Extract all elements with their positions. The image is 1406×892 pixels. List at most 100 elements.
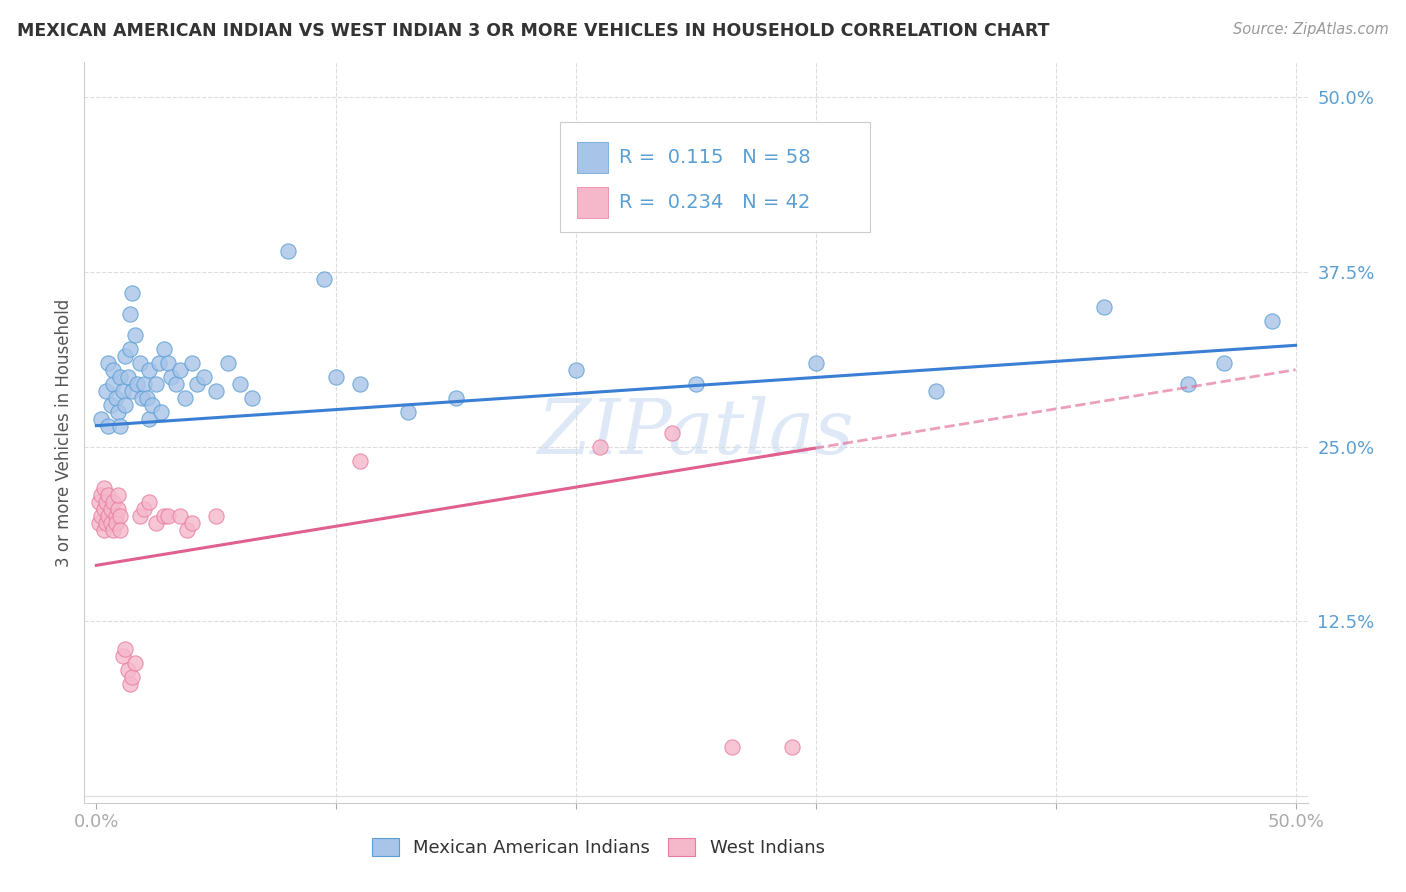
Text: R =  0.115   N = 58: R = 0.115 N = 58 <box>619 148 810 167</box>
Point <box>101 524 124 538</box>
Legend: Mexican American Indians, West Indians: Mexican American Indians, West Indians <box>364 830 832 864</box>
Point <box>121 384 143 398</box>
Point <box>157 509 180 524</box>
Point <box>685 376 707 391</box>
Point <box>804 356 827 370</box>
Point <box>90 509 112 524</box>
Point <box>169 509 191 524</box>
Point <box>661 425 683 440</box>
Point <box>229 376 252 391</box>
Point <box>110 524 132 538</box>
Point <box>148 356 170 370</box>
Point <box>93 482 115 496</box>
Y-axis label: 3 or more Vehicles in Household: 3 or more Vehicles in Household <box>55 299 73 566</box>
Point <box>1260 314 1282 328</box>
Point <box>93 502 115 516</box>
Point <box>124 656 146 670</box>
Point <box>118 307 141 321</box>
Text: R =  0.234   N = 42: R = 0.234 N = 42 <box>619 193 810 211</box>
Point <box>138 495 160 509</box>
Point <box>152 509 174 524</box>
Point <box>314 272 336 286</box>
Point <box>128 509 150 524</box>
Point <box>101 495 124 509</box>
Point <box>444 391 467 405</box>
Point <box>104 509 127 524</box>
Point <box>127 376 149 391</box>
Point <box>110 509 132 524</box>
Point <box>181 516 204 531</box>
Point <box>169 363 191 377</box>
Point <box>118 677 141 691</box>
Point <box>721 739 744 754</box>
Point <box>121 285 143 300</box>
Text: MEXICAN AMERICAN INDIAN VS WEST INDIAN 3 OR MORE VEHICLES IN HOUSEHOLD CORRELATI: MEXICAN AMERICAN INDIAN VS WEST INDIAN 3… <box>17 22 1049 40</box>
Point <box>589 440 612 454</box>
Point <box>94 516 117 531</box>
Point <box>138 363 160 377</box>
Point <box>138 411 160 425</box>
Point <box>107 405 129 419</box>
Point <box>107 488 129 502</box>
Point <box>131 391 153 405</box>
Point <box>193 369 215 384</box>
Point <box>141 398 163 412</box>
Point <box>205 509 228 524</box>
Text: Source: ZipAtlas.com: Source: ZipAtlas.com <box>1233 22 1389 37</box>
Point <box>134 376 156 391</box>
Point <box>217 356 239 370</box>
Point <box>145 516 167 531</box>
Point <box>165 376 187 391</box>
Point <box>101 376 124 391</box>
Point <box>176 524 198 538</box>
Point <box>93 524 115 538</box>
Point <box>925 384 948 398</box>
Point <box>205 384 228 398</box>
Point <box>94 384 117 398</box>
Point <box>134 502 156 516</box>
Point <box>150 405 173 419</box>
Point <box>110 418 132 433</box>
Point <box>277 244 299 258</box>
Point <box>181 356 204 370</box>
Point <box>90 488 112 502</box>
Point <box>565 363 588 377</box>
Point <box>87 516 110 531</box>
Point <box>124 327 146 342</box>
Point <box>94 495 117 509</box>
Point <box>159 369 181 384</box>
Point <box>117 663 139 677</box>
Point <box>135 391 157 405</box>
Point <box>104 516 127 531</box>
Point <box>349 376 371 391</box>
Point <box>174 391 197 405</box>
Point <box>100 516 122 531</box>
Point <box>349 453 371 467</box>
Point <box>325 369 347 384</box>
Point <box>114 349 136 363</box>
Point <box>128 356 150 370</box>
Point <box>118 342 141 356</box>
Point <box>114 642 136 657</box>
Point <box>111 384 134 398</box>
Point <box>145 376 167 391</box>
Point <box>114 398 136 412</box>
Point <box>186 376 208 391</box>
Point <box>87 495 110 509</box>
Point <box>97 509 120 524</box>
Point <box>104 391 127 405</box>
Point <box>107 502 129 516</box>
Point <box>97 418 120 433</box>
Point <box>1212 356 1234 370</box>
Point <box>101 363 124 377</box>
Point <box>240 391 263 405</box>
Point <box>110 369 132 384</box>
Point <box>97 488 120 502</box>
Point <box>780 739 803 754</box>
Point <box>396 405 419 419</box>
Point <box>121 670 143 684</box>
Point <box>1092 300 1115 314</box>
Point <box>1177 376 1199 391</box>
Point <box>117 369 139 384</box>
Text: ZIPatlas: ZIPatlas <box>537 396 855 469</box>
